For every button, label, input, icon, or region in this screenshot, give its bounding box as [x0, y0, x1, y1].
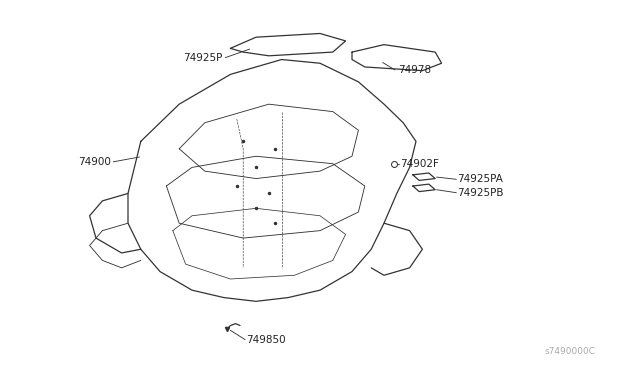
Text: 74900: 74900 — [78, 157, 111, 167]
Text: 74978: 74978 — [398, 65, 431, 75]
Text: 749850: 749850 — [246, 335, 286, 344]
Text: 74925PA: 74925PA — [458, 174, 504, 184]
Text: 74925PB: 74925PB — [458, 188, 504, 198]
Text: 74925P: 74925P — [183, 53, 223, 62]
Text: 74902F: 74902F — [400, 160, 439, 169]
Text: s7490000C: s7490000C — [544, 347, 595, 356]
